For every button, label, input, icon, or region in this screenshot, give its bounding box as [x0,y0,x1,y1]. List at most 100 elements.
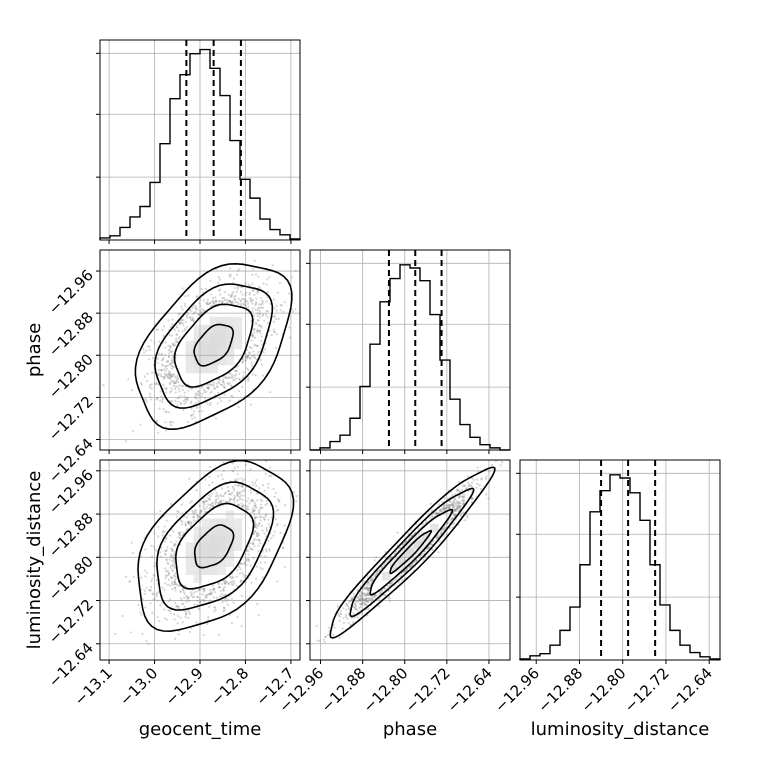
sample-point [168,383,172,386]
sample-point [367,581,370,585]
sample-point [229,273,232,276]
sample-point [253,521,257,524]
sample-point [361,592,364,595]
sample-point [173,581,176,584]
sample-point [257,303,261,306]
sample-point [408,536,411,539]
sample-point [228,500,232,503]
sample-point [255,322,258,326]
sample-point [191,509,194,513]
sample-point [258,313,262,316]
sample-point [281,546,284,549]
sample-point [162,325,166,328]
sample-point [363,599,367,602]
sample-point [195,295,198,298]
sample-point [244,282,247,285]
sample-point [254,273,258,276]
sample-point [359,605,362,609]
sample-point [219,500,222,503]
density-layer [135,263,495,638]
sample-point [255,524,258,527]
sample-point [165,373,168,377]
sample-point [193,304,197,307]
sample-point [185,326,188,329]
sample-point [223,299,226,302]
sample-point [267,539,270,543]
sample-point [461,503,465,506]
sample-point [170,379,173,382]
sample-point [184,585,187,588]
sample-point [347,621,350,624]
sample-point [366,592,369,595]
sample-point [189,501,192,504]
sample-point [201,307,204,311]
sample-point [236,465,239,469]
sample-point [288,336,291,339]
sample-point [180,503,183,506]
sample-point [277,508,280,511]
sample-point [241,505,244,508]
sample-point [237,302,240,306]
sample-point [171,343,175,346]
sample-point [454,508,457,511]
sample-point [347,605,350,608]
sample-point [463,495,466,499]
sample-point [458,505,461,508]
sample-point [447,505,450,508]
sample-point [360,603,363,606]
sample-point [145,586,148,589]
sample-point [219,501,222,504]
sample-point [261,576,264,579]
sample-point [172,583,175,586]
sample-point [177,381,180,384]
sample-point [149,386,152,389]
sample-point [350,596,353,599]
sample-point [251,541,254,544]
sample-point [203,500,207,503]
sample-point [434,546,437,549]
sample-point [127,378,130,381]
sample-point [475,478,479,481]
sample-point [205,593,208,596]
sample-point [263,518,267,521]
sample-point [171,323,174,326]
sample-point [437,551,440,554]
sample-point [363,592,366,595]
sample-point [164,429,168,432]
sample-point [227,500,230,504]
sample-point [237,483,240,487]
sample-point [216,497,219,500]
sample-point [149,384,152,387]
sample-point [322,638,325,641]
sample-point [231,302,234,305]
sample-point [233,494,236,497]
sample-point [160,363,164,366]
sample-point [173,565,176,569]
sample-point [212,301,216,305]
sample-point [192,413,195,416]
sample-point [451,517,455,520]
sample-point [251,548,254,551]
sample-point [254,577,258,580]
sample-point [193,510,196,513]
sample-point [236,494,239,497]
sample-point [256,312,259,315]
sample-point [153,597,156,600]
sample-point [265,513,268,516]
sample-point [230,385,233,388]
sample-point [438,508,442,511]
sample-point [206,298,210,301]
sample-point [230,394,233,397]
sample-point [238,389,241,393]
sample-point [180,523,184,526]
sample-point [261,374,264,377]
sample-point [172,559,175,562]
sample-point [371,576,374,579]
sample-point [259,519,262,522]
sample-point [444,526,447,529]
sample-point [206,499,209,503]
sample-point [456,501,460,504]
sample-point [153,547,156,551]
sample-point [471,497,474,501]
sample-point [230,622,234,625]
